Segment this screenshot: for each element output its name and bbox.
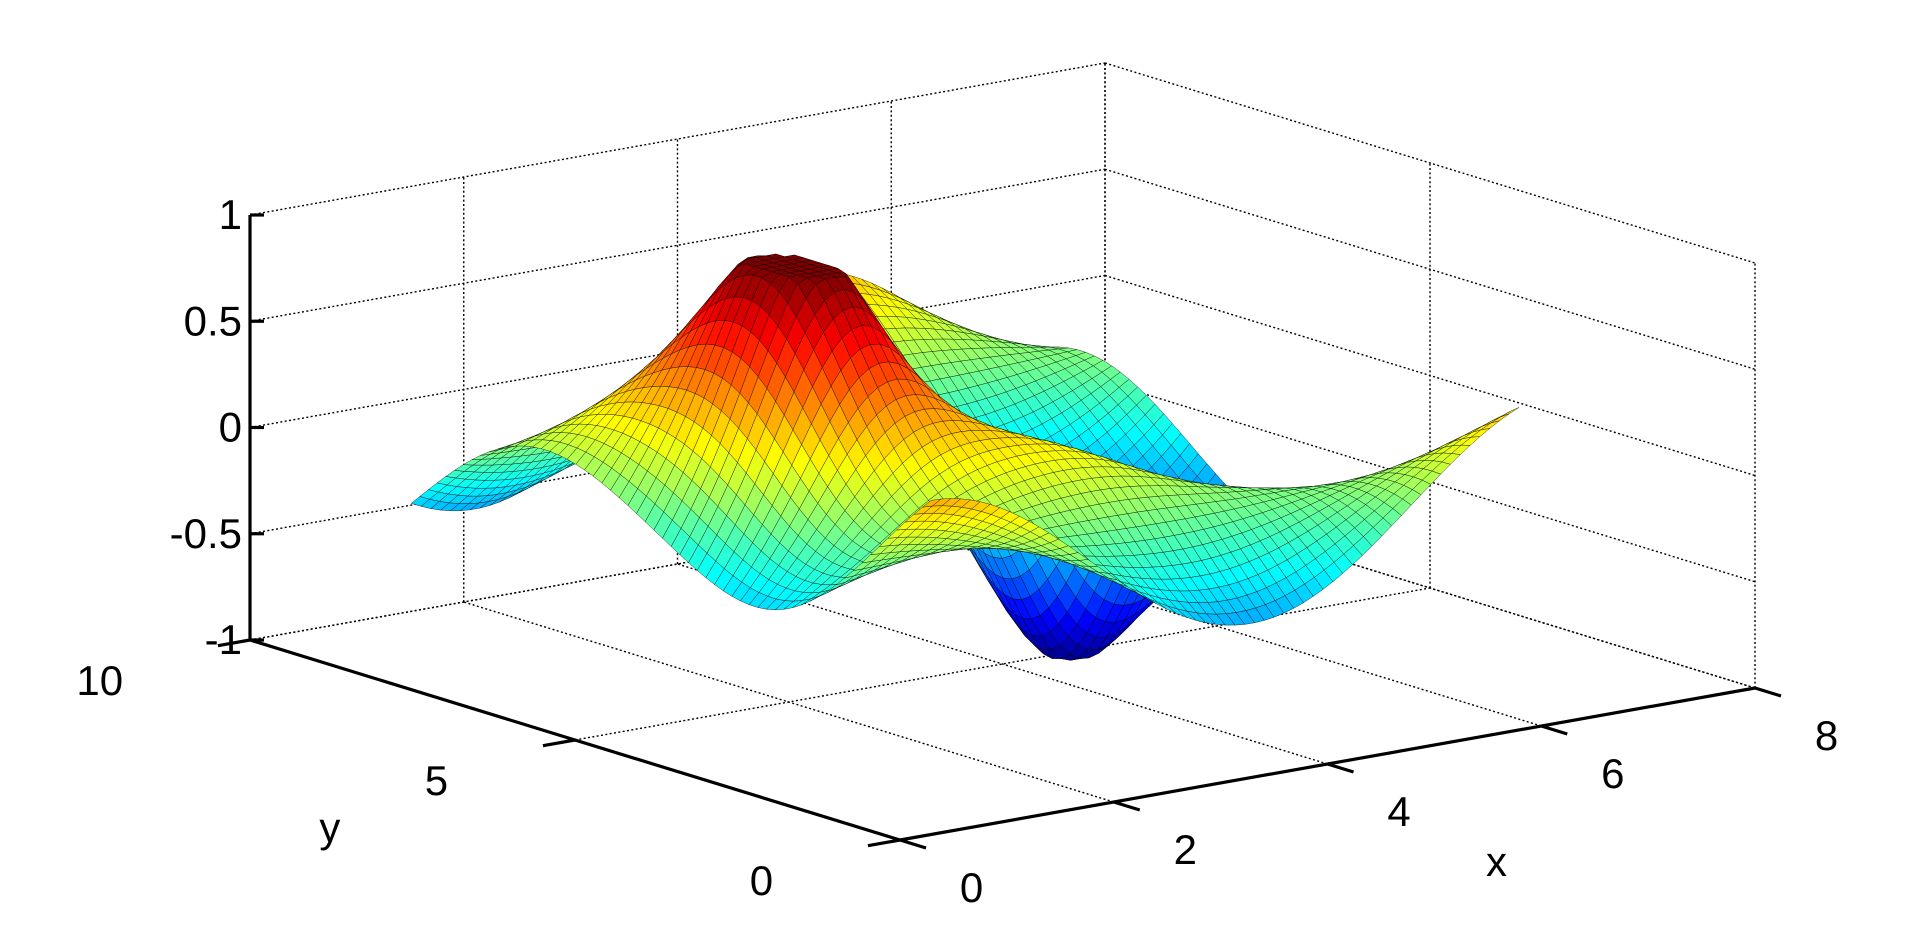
z-tick-label: 0 xyxy=(219,404,242,451)
grid-line-x-floor xyxy=(677,563,1328,765)
x-tick-mark xyxy=(1754,686,1782,698)
x-axis-label: x xyxy=(1486,838,1507,885)
x-tick-label: 4 xyxy=(1387,788,1410,835)
surface-mesh xyxy=(410,253,1520,661)
grid-line-z-right xyxy=(1104,62,1756,264)
x-axis-ticks: 0 2 4 6 8 xyxy=(899,686,1838,911)
z-tick-label: 0.5 xyxy=(184,297,242,344)
surface-patch xyxy=(1490,413,1510,424)
x-tick-mark xyxy=(899,838,927,850)
z-tick-label: -0.5 xyxy=(170,510,242,557)
z-axis-ticks: -1 -0.5 0 0.5 1 xyxy=(170,191,264,663)
x-tick-label: 8 xyxy=(1815,712,1838,759)
y-tick-mark xyxy=(217,638,251,648)
grid-line-z-back xyxy=(249,62,1106,216)
x-tick-mark xyxy=(1113,800,1141,812)
y-tick-mark xyxy=(867,838,901,848)
x-tick-label: 0 xyxy=(960,864,983,911)
y-tick-label: 10 xyxy=(76,657,123,704)
y-tick-mark xyxy=(542,738,576,748)
x-tick-mark xyxy=(1540,724,1568,736)
y-axis-ticks: 0 5 10 xyxy=(76,638,901,904)
surface-patch xyxy=(1500,407,1520,418)
x-tick-label: 6 xyxy=(1601,750,1624,797)
x-tick-label: 2 xyxy=(1174,826,1197,873)
z-tick-label: -1 xyxy=(205,616,242,663)
z-tick-label: 1 xyxy=(219,191,242,238)
x-tick-mark xyxy=(1327,762,1354,774)
surface-patch xyxy=(921,498,942,508)
y-tick-label: 5 xyxy=(425,757,448,804)
y-tick-label: 0 xyxy=(750,857,773,904)
y-axis-label: y xyxy=(319,804,340,851)
